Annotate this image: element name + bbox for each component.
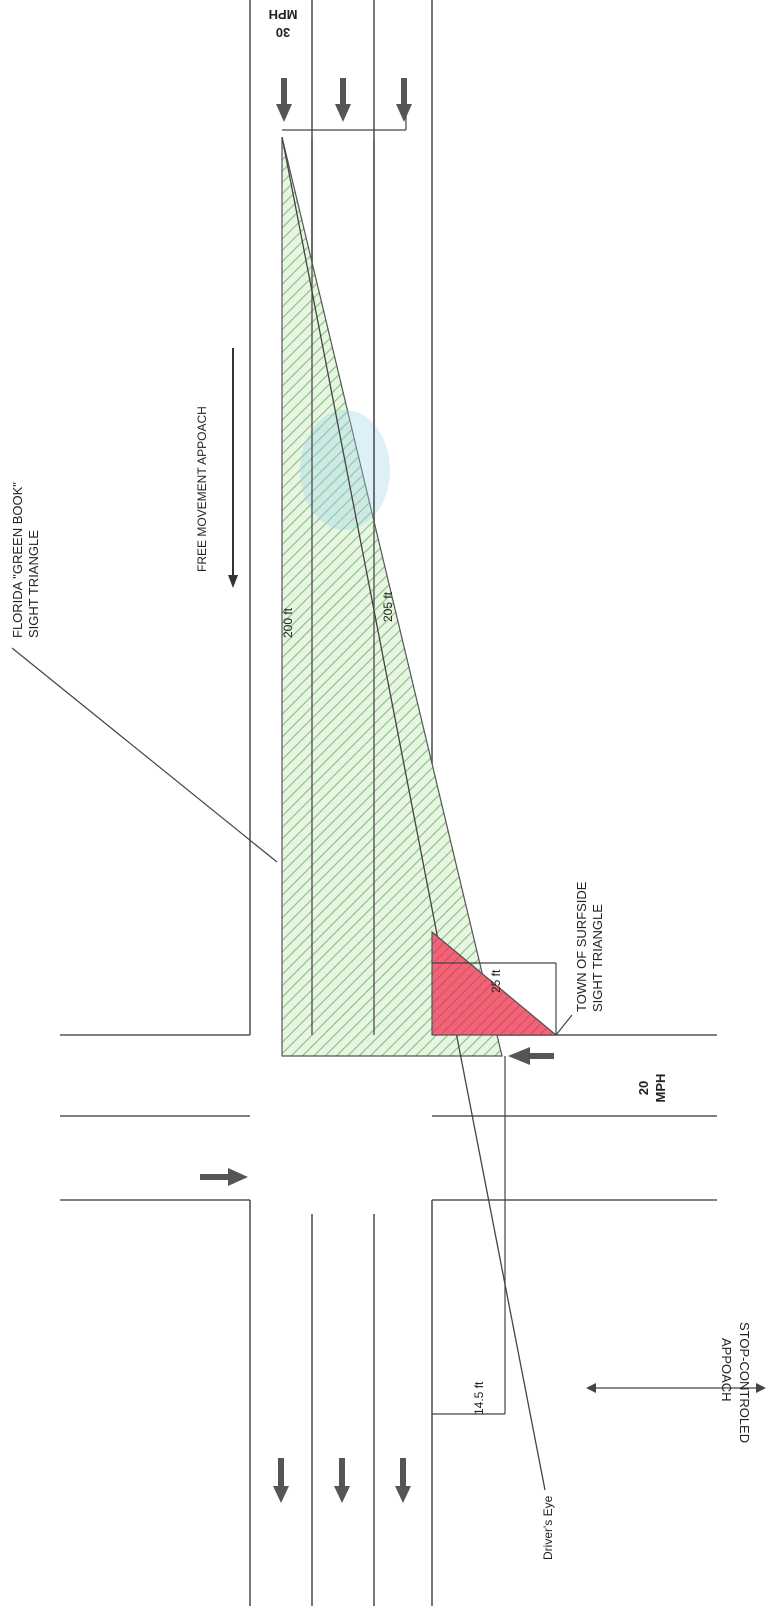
free-movement-arrow-icon: [228, 348, 238, 588]
speed-20-unit: MPH: [653, 1074, 668, 1103]
traffic-arrows: [200, 78, 554, 1503]
surfside-label-line1: TOWN OF SURFSIDE: [574, 881, 589, 1012]
arrow-down-icon: [276, 78, 292, 122]
drivers-eye-label: Driver's Eye: [541, 1495, 555, 1560]
arrow-right-icon: [200, 1168, 248, 1186]
arrow-down-icon: [396, 78, 412, 122]
arrow-down-icon: [334, 1458, 350, 1503]
arrow-down-icon: [335, 78, 351, 122]
arrow-left-icon: [508, 1047, 554, 1065]
free-movement-label: FREE MOVEMENT APPOACH: [195, 406, 209, 572]
green-book-leader: [11, 647, 278, 863]
stop-controlled-label-line1: STOP-CONTROLED: [737, 1322, 752, 1443]
surfside-leader: [555, 1014, 573, 1036]
dim-25-label: 25 ft: [489, 969, 503, 993]
stop-controlled-label-line2: APPOACH: [719, 1338, 734, 1402]
speed-30-number: 30: [276, 25, 290, 40]
sight-line-to-driver: [281, 136, 546, 1491]
speed-30-unit: MPH: [269, 7, 298, 22]
arrow-down-icon: [395, 1458, 411, 1503]
dim-14-5-label: 14.5 ft: [472, 1381, 486, 1415]
green-book-sight-triangle: [281, 136, 503, 1057]
arrow-down-icon: [273, 1458, 289, 1503]
green-book-label-line1: FLORIDA "GREEN BOOK": [10, 482, 25, 638]
surfside-label-line2: SIGHT TRIANGLE: [590, 904, 605, 1012]
triangle-blue-tint: [300, 410, 390, 530]
speed-20-number: 20: [636, 1081, 651, 1095]
green-book-label-line2: SIGHT TRIANGLE: [26, 530, 41, 638]
dim-205-label: 205 ft: [381, 591, 395, 622]
dim-200-label: 200 ft: [281, 607, 295, 638]
